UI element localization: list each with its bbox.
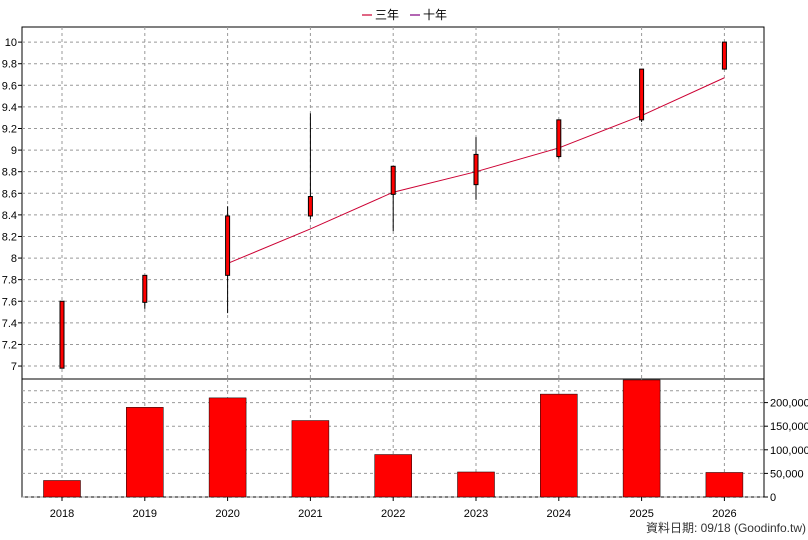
volume-bar: [540, 393, 578, 498]
volume-bar: [622, 379, 661, 498]
candle-body: [307, 196, 313, 217]
volume-y-tick-label: 150,000: [770, 421, 808, 433]
x-tick-label: 2025: [629, 508, 653, 520]
candle-body: [59, 300, 65, 369]
volume-y-tick-label: 100,000: [770, 445, 808, 457]
price-y-tick-label: 9.2: [2, 123, 17, 135]
legend-label-three-year: 三年: [375, 8, 399, 22]
x-tick-label: 2026: [712, 508, 736, 520]
x-tick-label: 2019: [133, 508, 157, 520]
price-y-tick-label: 9.4: [2, 102, 17, 114]
volume-y-tick-label: 0: [770, 492, 776, 504]
price-y-tick-label: 7.2: [2, 339, 17, 351]
x-tick-label: 2022: [381, 508, 405, 520]
price-y-tick-label: 10: [5, 37, 17, 49]
x-tick-label: 2021: [298, 508, 322, 520]
x-tick-label: 2023: [464, 508, 488, 520]
price-y-tick-label: 7.6: [2, 296, 17, 308]
candle-body: [721, 41, 727, 70]
x-tick-label: 2020: [215, 508, 239, 520]
legend-label-ten-year: 十年: [423, 8, 447, 22]
price-y-axis: 7 7.2 7.4 7.6 7.8 8 8.2 8.4 8.6 8.8 9 9.2 9.4 9.6 9.8 1…: [2, 37, 22, 373]
volume-bar: [705, 472, 744, 498]
candle-body: [142, 274, 148, 303]
price-panel: 7 7.2 7.4 7.6 7.8 8 8.2 8.4 8.6 8.8 9 9.2 9.4 9.6 9.8 1…: [2, 26, 765, 380]
volume-bar: [43, 480, 81, 498]
price-y-tick-label: 8.2: [2, 231, 17, 243]
volume-y-tick-label: 50,000: [770, 468, 804, 480]
price-y-tick-label: 7.4: [2, 318, 17, 330]
price-y-tick-label: 9: [11, 145, 17, 157]
price-y-tick-label: 8.4: [2, 210, 17, 222]
candle-body: [473, 153, 479, 186]
price-y-tick-label: 8: [11, 253, 17, 265]
candlesticks: [59, 41, 727, 369]
volume-y-axis: 0 50,000 100,000 150,000 200,000: [764, 398, 808, 504]
candle-body: [639, 68, 645, 121]
volume-y-tick-label: 200,000: [770, 398, 808, 410]
price-y-tick-label: 9.6: [2, 80, 17, 92]
candle-body: [556, 119, 562, 158]
candle-body: [225, 215, 231, 276]
volume-bar: [457, 471, 495, 498]
volume-bars: [43, 379, 744, 498]
price-y-tick-label: 8.6: [2, 188, 17, 200]
x-tick-label: 2018: [50, 508, 74, 520]
price-y-tick-label: 9.8: [2, 59, 17, 71]
price-y-tick-label: 7: [11, 361, 17, 373]
candle-body: [390, 165, 396, 195]
volume-bar: [126, 407, 164, 498]
volume-bar: [291, 420, 330, 498]
x-axis: 2018 2019 2020 2021 2022 2023 2024 2025 2026: [50, 497, 737, 520]
legend: 三年 十年: [362, 8, 447, 22]
volume-panel: 0 50,000 100,000 150,000 200,000 2018 2019 202…: [21, 378, 808, 520]
volume-bar: [374, 454, 412, 498]
x-tick-label: 2024: [547, 508, 571, 520]
price-y-tick-label: 8.8: [2, 167, 17, 179]
data-source-credit: 資料日期: 09/18 (Goodinfo.tw): [646, 521, 806, 535]
price-y-tick-label: 7.8: [2, 275, 17, 287]
volume-bar: [208, 397, 247, 498]
